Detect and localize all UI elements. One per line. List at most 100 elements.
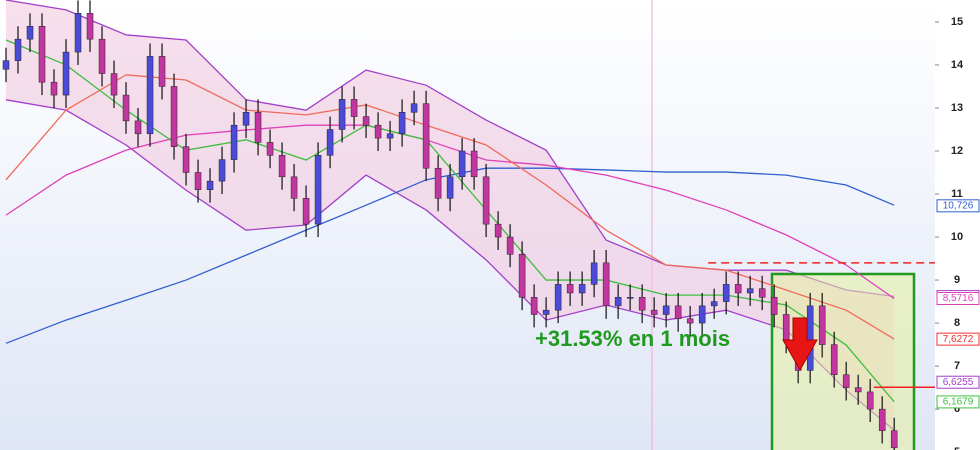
candle-body — [866, 391, 874, 410]
candle-body — [806, 305, 814, 371]
candle-body — [302, 198, 310, 225]
candle-body — [590, 262, 598, 285]
candle-body — [182, 146, 190, 173]
candle-body — [398, 112, 406, 135]
average-line — [5, 74, 895, 340]
candle-body — [314, 155, 322, 225]
candle-body — [650, 309, 658, 315]
candle-body — [518, 254, 526, 298]
candle-body — [38, 25, 46, 83]
candle-body — [746, 288, 754, 294]
y-tick-label: 6 — [954, 403, 960, 415]
y-tick-label: 10 — [951, 231, 963, 243]
price-marker — [936, 291, 980, 305]
candle-body — [710, 301, 718, 307]
candle-body — [638, 297, 646, 311]
candle-body — [890, 430, 898, 449]
candle-body — [98, 38, 106, 74]
price-marker-label: 7,6272 — [943, 334, 974, 345]
y-tick-label: 8 — [954, 317, 960, 329]
average-line — [5, 39, 895, 403]
y-tick-label: 12 — [951, 145, 963, 157]
candle-body — [770, 297, 778, 315]
candle-body — [170, 86, 178, 147]
candle-body — [410, 103, 418, 113]
candle-body — [194, 172, 202, 190]
candle-body — [470, 150, 478, 178]
y-tick-label: 13 — [951, 102, 963, 114]
annotation: +31.53% en 1 mois — [535, 326, 730, 351]
arrow — [782, 317, 818, 372]
y-tick-label: 15 — [951, 16, 963, 28]
candle-body — [566, 284, 574, 294]
candle-body — [554, 284, 562, 311]
candle-body — [326, 129, 334, 156]
candle-body — [254, 112, 262, 143]
candle-body — [266, 142, 274, 156]
candle-body — [2, 60, 10, 70]
candle-body — [62, 51, 70, 96]
axis-layer: 5678910111213141510,7268,61598,57167,627… — [935, 16, 980, 450]
price-marker — [936, 395, 980, 409]
axis-background — [935, 0, 980, 450]
price-marker — [936, 375, 980, 389]
candle-body — [422, 103, 430, 169]
candle-body — [758, 288, 766, 298]
candle-body — [698, 305, 706, 324]
candle-body — [494, 223, 502, 238]
candle-body — [854, 387, 862, 393]
candle-body — [14, 38, 22, 61]
candle-body — [602, 262, 610, 307]
candle-body — [614, 297, 622, 307]
candle-body — [542, 309, 550, 315]
candle-body — [830, 344, 838, 375]
band-fill — [6, 0, 895, 431]
highlight-box — [770, 272, 916, 450]
y-tick-label: 7 — [954, 360, 960, 372]
candle-body — [206, 180, 214, 190]
y-tick-label: 5 — [954, 446, 960, 450]
candle-body — [122, 94, 130, 122]
band-lower — [5, 99, 895, 431]
candle-body — [626, 297, 634, 299]
candle-body — [74, 13, 82, 53]
candle-body — [578, 284, 586, 294]
average-line — [5, 124, 895, 300]
candle-body — [662, 305, 670, 315]
candle-body — [506, 236, 514, 255]
candle-body — [134, 120, 142, 135]
candle-body — [146, 56, 154, 135]
candle-body — [230, 124, 238, 160]
candle-body — [50, 81, 58, 96]
price-marker-label: 10,726 — [943, 200, 974, 211]
candle-body — [278, 155, 286, 178]
candle-body — [338, 99, 346, 130]
y-tick-label: 11 — [951, 188, 963, 200]
candle-body — [110, 73, 118, 96]
candle-body — [686, 318, 694, 324]
candle-body — [674, 305, 682, 320]
candle-body — [350, 99, 358, 117]
price-marker-label: 6,6255 — [943, 377, 974, 388]
candle-body — [434, 167, 442, 199]
candle-body — [722, 284, 730, 302]
candle-body — [290, 176, 298, 199]
candle-body — [26, 25, 34, 40]
candle-body — [362, 116, 370, 126]
candle-body — [446, 176, 454, 199]
y-tick-label: 14 — [951, 59, 964, 71]
candle-body — [374, 124, 382, 139]
candle-body — [878, 408, 886, 431]
candle-body — [386, 133, 394, 139]
price-marker — [936, 199, 980, 213]
band-upper — [5, 0, 895, 298]
candles-layer — [2, 0, 898, 450]
price-marker — [936, 332, 980, 346]
band-layer — [5, 0, 895, 431]
candle-body — [158, 56, 166, 87]
candle-body — [482, 176, 490, 225]
candle-body — [818, 305, 826, 345]
y-tick-label: 9 — [954, 274, 960, 286]
